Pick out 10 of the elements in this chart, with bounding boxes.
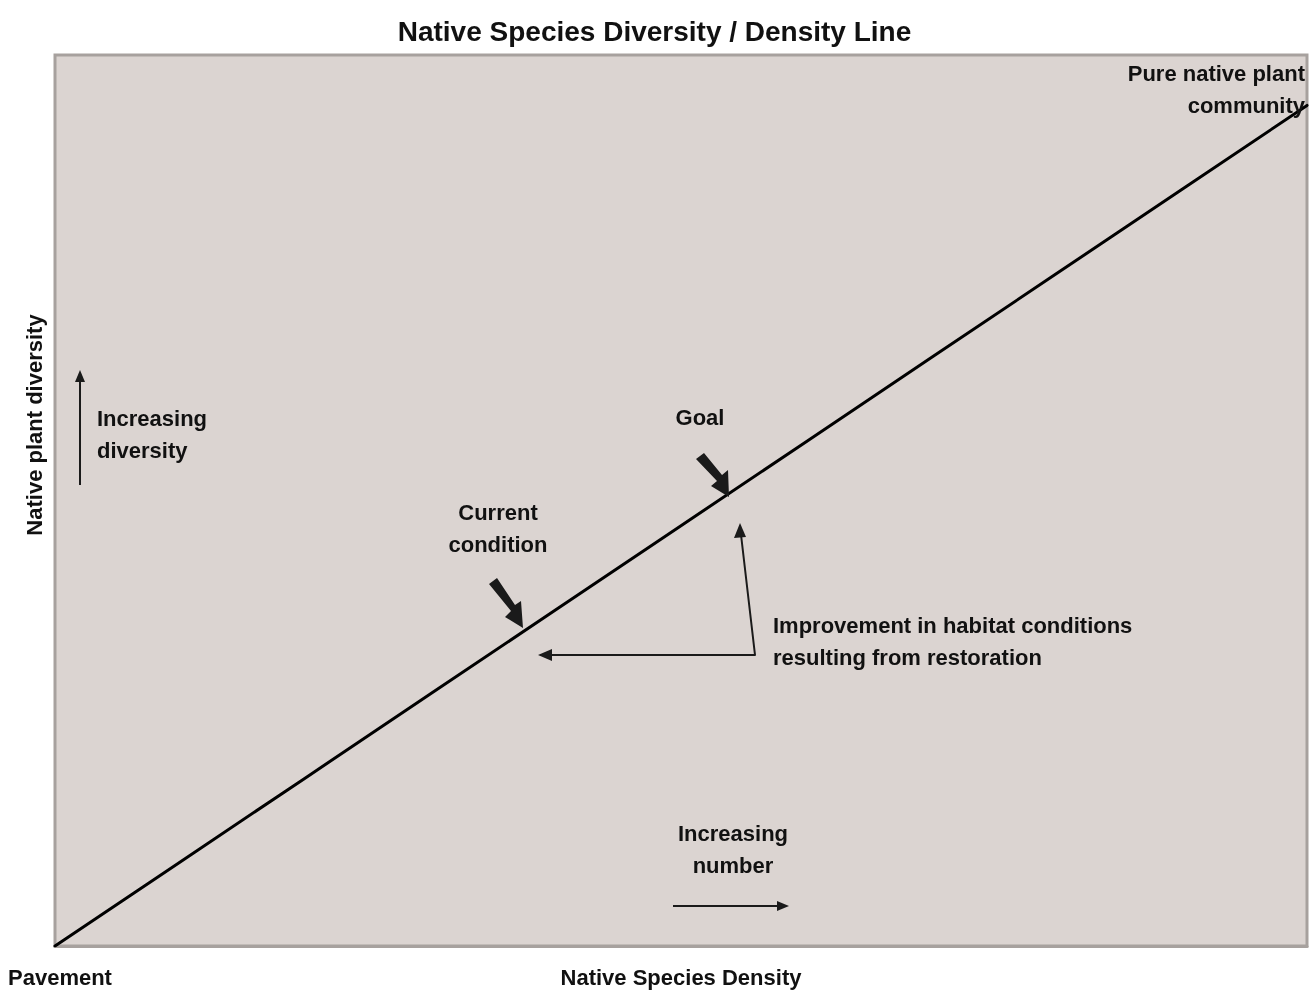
annotation: Goal <box>674 404 726 432</box>
chart-title: Native Species Diversity / Density Line <box>397 15 912 47</box>
text: Pavement <box>8 964 113 992</box>
x-axis-title: Native Species Density <box>560 964 803 990</box>
y-axis-title: Native plant diversity <box>21 313 47 536</box>
annotation: Improvement in habitat conditions resulting from restoration <box>773 612 1134 672</box>
annotation: Increasing number <box>676 820 789 880</box>
annotation: Increasing diversity <box>97 405 208 465</box>
annotation: Current condition <box>447 499 549 559</box>
annotation: Pure native plant community <box>1126 60 1305 120</box>
